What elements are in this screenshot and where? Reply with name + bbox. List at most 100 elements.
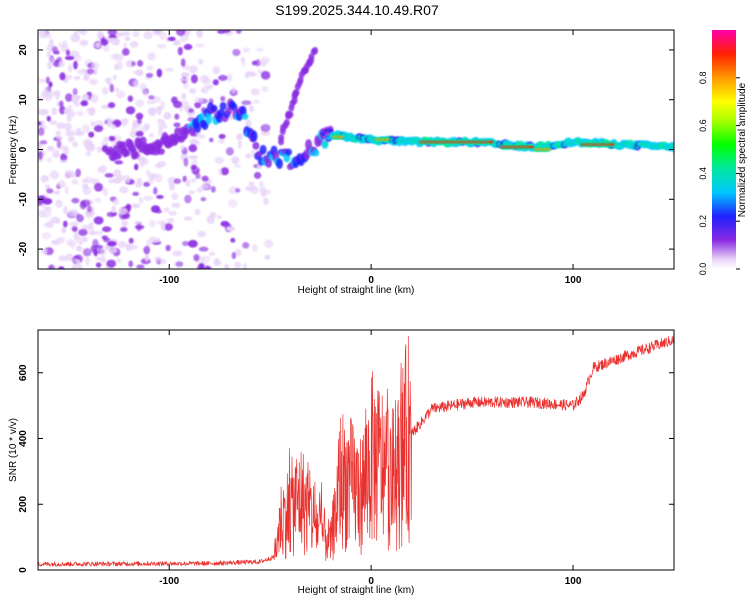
spectrogram-blob	[132, 30, 140, 38]
spectrogram-blob	[156, 43, 167, 49]
spectrogram-blob	[59, 100, 64, 108]
spectrogram-blob	[208, 251, 216, 257]
spectrogram-blob	[132, 151, 140, 159]
spectrogram-blob	[58, 266, 65, 269]
spectrogram-blob	[201, 175, 209, 182]
spectrogram-blob	[143, 31, 153, 40]
spectrogram-blob	[132, 79, 139, 88]
spectrogram-blob	[119, 186, 129, 194]
spectrogram-blob	[79, 240, 84, 246]
spectrogram-blob	[327, 128, 333, 133]
spectrogram-blob	[196, 187, 204, 193]
spectrogram-blob	[91, 62, 100, 70]
spectrogram-blob	[38, 150, 43, 160]
spectrogram-blob	[116, 90, 126, 99]
spectrogram-blob	[188, 108, 194, 113]
x-tick-label: -100	[159, 275, 179, 286]
x-tick-label: -100	[159, 576, 179, 587]
spectrogram-blob	[545, 148, 551, 151]
spectrogram-blob	[123, 149, 131, 157]
spectrogram-blob	[49, 170, 60, 180]
spectrogram-blob	[117, 240, 127, 249]
x-tick-label: 0	[368, 275, 374, 286]
spectrogram-blob	[283, 119, 290, 127]
spectrogram-blob	[190, 164, 197, 171]
spectrogram-blob	[122, 48, 130, 56]
spectrogram-blob	[114, 119, 121, 128]
snr-panel: -100 0 100 0 200 400 600 Height of straight l…	[8, 329, 675, 596]
spectrogram-blob	[63, 122, 72, 131]
spectrogram-blob	[164, 223, 174, 231]
spectrogram-blob	[156, 194, 164, 199]
spectrogram-blob	[95, 230, 104, 235]
spectrogram-blob	[202, 77, 212, 85]
spectrogram-blob	[83, 73, 90, 82]
spectrogram-blob	[101, 86, 109, 95]
spectrogram-blob	[194, 97, 204, 103]
spectrogram-blob	[102, 136, 110, 142]
spectrogram-y-label: Frequency (Hz)	[8, 116, 19, 185]
spectrogram-blob	[76, 245, 81, 252]
spectrogram-blob	[171, 192, 179, 201]
spectrogram-blob	[224, 263, 229, 269]
spectrogram-blob	[59, 72, 66, 81]
spectrogram-blob	[248, 181, 255, 187]
spectrogram-blob	[125, 174, 131, 184]
spectrogram-blob	[45, 184, 51, 190]
spectrogram-blob	[90, 94, 99, 104]
spectrogram-blob	[172, 250, 183, 257]
spectrogram-blob	[297, 76, 304, 84]
spectrogram-blob	[111, 124, 116, 129]
spectrogram-blob	[250, 88, 260, 96]
spectrogram-blob	[112, 74, 117, 81]
spectrogram-blob	[264, 254, 271, 260]
spectrogram-blob	[132, 191, 140, 197]
spectrogram-blob	[40, 174, 49, 183]
spectrogram-blob	[131, 203, 140, 209]
spectrogram-blob	[108, 135, 116, 142]
spectrogram-blob	[60, 153, 68, 162]
snr-y-label: SNR (10 * v/v)	[8, 418, 19, 482]
spectrogram-blob	[48, 81, 53, 88]
spectrogram-blob	[72, 141, 79, 148]
spectrogram-blob	[97, 166, 102, 174]
spectrogram-blob	[179, 34, 189, 43]
spectrogram-blob	[143, 123, 150, 131]
spectrogram-blob	[85, 211, 94, 219]
spectrogram-blob	[135, 130, 144, 137]
spectrogram-blob	[217, 168, 222, 176]
spectrogram-blob	[93, 67, 98, 76]
spectrogram-blob	[148, 219, 157, 228]
spectrogram-blob	[59, 159, 68, 164]
spectrogram-blob	[179, 77, 190, 82]
spectrogram-blob	[120, 227, 128, 232]
spectrogram-blob	[38, 209, 46, 218]
spectrogram-blob	[160, 101, 166, 108]
spectrogram-blob	[175, 30, 186, 37]
spectrogram-blob	[196, 133, 206, 139]
spectrogram-blob	[265, 157, 273, 168]
spectrogram-blob	[210, 185, 216, 193]
spectrogram-blob	[134, 181, 142, 188]
spectrogram-blob	[113, 177, 122, 184]
spectrogram-blob	[225, 226, 236, 232]
spectrogram-blob	[218, 74, 228, 81]
spectrogram-blob	[183, 216, 193, 221]
spectrogram-blob	[139, 83, 147, 91]
spectrogram-blob	[214, 157, 225, 164]
spectrogram-blob	[85, 151, 92, 157]
spectrogram-blob	[174, 127, 182, 138]
spectrogram-blob	[49, 120, 58, 125]
spectrogram-blob	[64, 55, 75, 61]
spectrogram-blob	[48, 264, 55, 269]
spectrogram-blob	[102, 187, 109, 197]
spectrogram-blob	[111, 205, 116, 214]
spectrogram-blob	[172, 100, 182, 109]
spectrogram-blob	[70, 33, 81, 43]
spectrogram-blob	[322, 142, 328, 147]
spectrogram-blob	[65, 93, 73, 102]
spectrogram-blob	[157, 148, 165, 155]
spectrogram-blob	[247, 72, 258, 77]
spectrogram-blob	[173, 178, 182, 184]
spectrogram-blob	[102, 44, 110, 52]
